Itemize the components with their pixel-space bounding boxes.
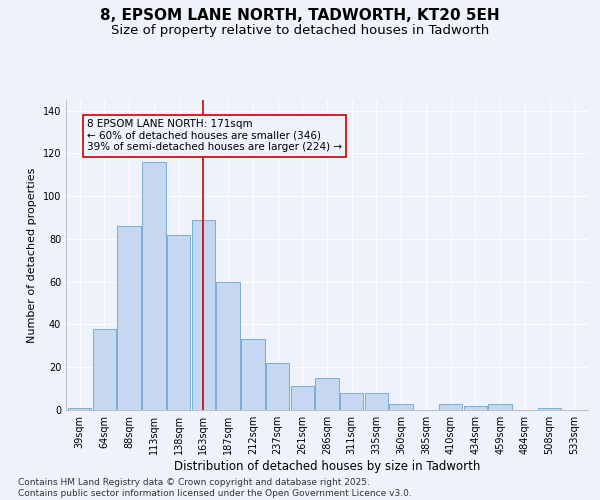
Y-axis label: Number of detached properties: Number of detached properties (27, 168, 37, 342)
Bar (167, 234, 190, 410)
Text: 8 EPSOM LANE NORTH: 171sqm
← 60% of detached houses are smaller (346)
39% of sem: 8 EPSOM LANE NORTH: 171sqm ← 60% of deta… (87, 119, 342, 152)
Bar (92, 329, 116, 410)
Bar (439, 404, 463, 410)
Bar (464, 406, 487, 410)
Bar (142, 162, 166, 410)
Bar (538, 408, 562, 410)
Text: 8, EPSOM LANE NORTH, TADWORTH, KT20 5EH: 8, EPSOM LANE NORTH, TADWORTH, KT20 5EH (100, 8, 500, 22)
X-axis label: Distribution of detached houses by size in Tadworth: Distribution of detached houses by size … (174, 460, 480, 473)
Bar (118, 226, 141, 410)
Bar (315, 378, 339, 410)
Bar (191, 220, 215, 410)
Bar (389, 404, 413, 410)
Bar (488, 404, 512, 410)
Bar (241, 340, 265, 410)
Text: Size of property relative to detached houses in Tadworth: Size of property relative to detached ho… (111, 24, 489, 37)
Text: Contains HM Land Registry data © Crown copyright and database right 2025.
Contai: Contains HM Land Registry data © Crown c… (18, 478, 412, 498)
Bar (290, 386, 314, 410)
Bar (266, 363, 289, 410)
Bar (340, 393, 364, 410)
Bar (216, 282, 240, 410)
Bar (365, 393, 388, 410)
Bar (68, 408, 91, 410)
